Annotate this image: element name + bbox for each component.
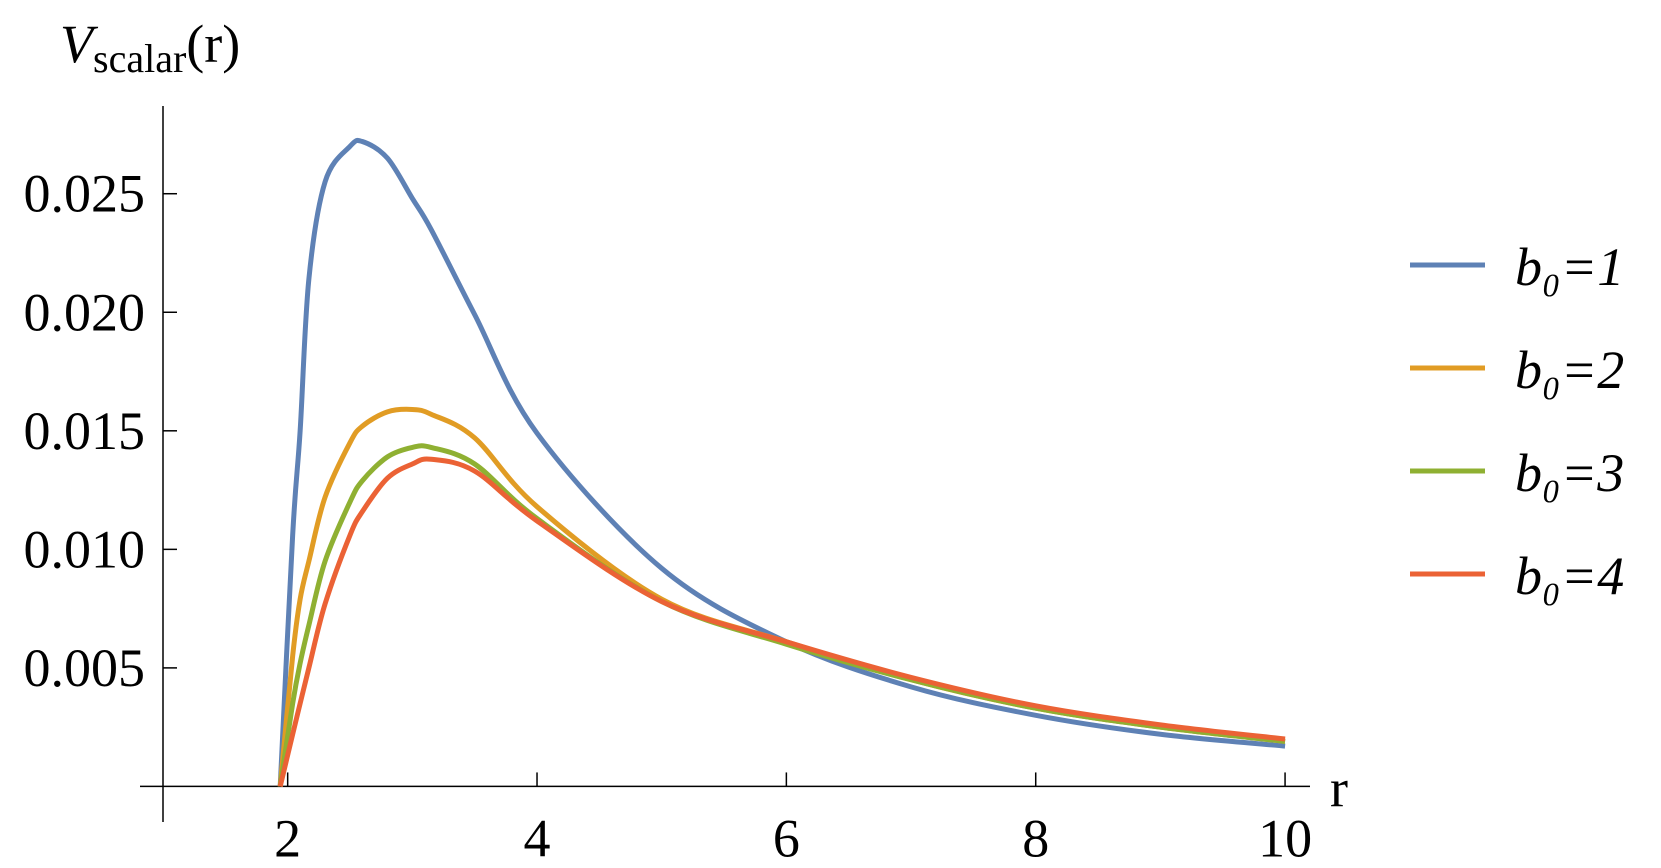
y-tick-label: 0.005 [24, 638, 146, 698]
legend-label: b₀=1 [1515, 237, 1624, 297]
series-line [277, 443, 1286, 787]
y-label-suffix: (r) [186, 14, 240, 74]
y-tick-label: 0.020 [24, 282, 146, 342]
y-tick-label: 0.015 [24, 401, 146, 461]
y-tick-label: 0.025 [24, 164, 146, 224]
series-line [277, 456, 1286, 788]
series-line [277, 137, 1286, 787]
y-tick-label: 0.010 [24, 519, 146, 579]
legend-label: b₀=4 [1515, 546, 1624, 606]
legend-label: b₀=3 [1515, 443, 1624, 503]
x-tick-label: 4 [524, 808, 551, 868]
legend-label: b₀=2 [1515, 340, 1624, 400]
x-tick-label: 10 [1258, 808, 1312, 868]
x-tick-label: 8 [1022, 808, 1049, 868]
x-tick-label: 6 [773, 808, 800, 868]
y-label-sub: scalar [93, 36, 186, 81]
y-label-main: V [60, 14, 99, 74]
y-axis-label: Vscalar(r) [60, 14, 240, 81]
x-axis-label: r [1330, 758, 1348, 818]
x-tick-label: 2 [274, 808, 301, 868]
